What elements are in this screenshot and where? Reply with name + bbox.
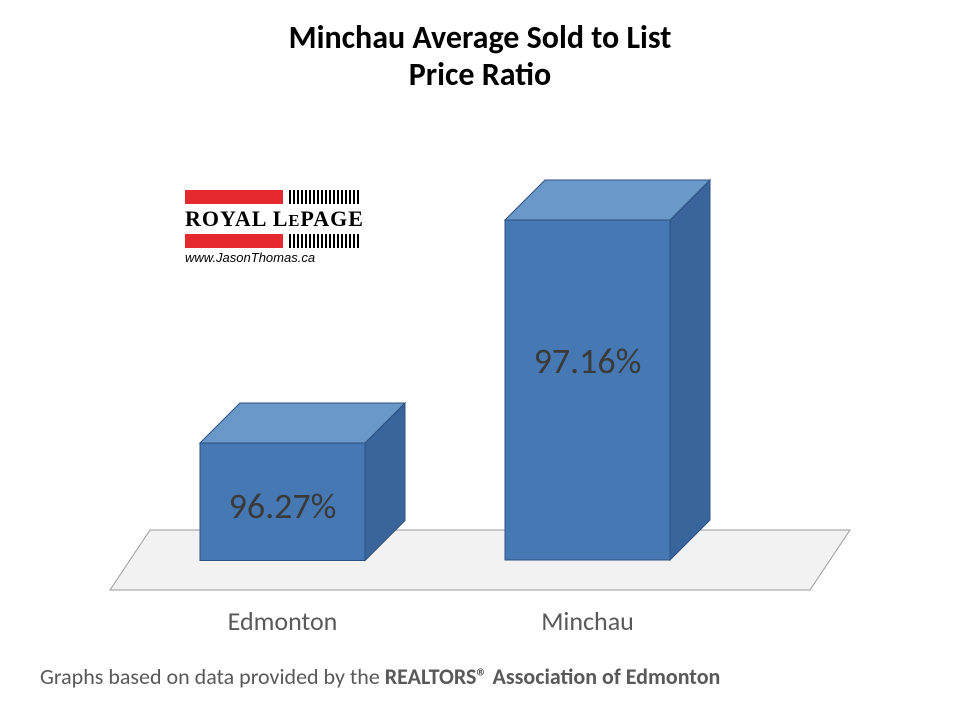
bar-chart-3d: 96.27% 97.16% [110, 160, 850, 590]
footer-prefix: Graphs based on data provided by the [40, 663, 385, 690]
footer-bold: REALTORS® Association of Edmonton [385, 663, 721, 690]
bar-edmonton [200, 403, 405, 561]
title-line-1: Minchau Average Sold to List [289, 18, 672, 57]
footer-attribution: Graphs based on data provided by the REA… [40, 663, 720, 690]
category-label-edmonton: Edmonton [180, 605, 385, 637]
title-line-2: Price Ratio [409, 55, 551, 94]
data-label-minchau: 97.16% [505, 339, 670, 383]
category-label-minchau: Minchau [485, 605, 690, 637]
data-label-edmonton: 96.27% [200, 484, 365, 528]
chart-title: Minchau Average Sold to List Price Ratio [0, 20, 960, 94]
